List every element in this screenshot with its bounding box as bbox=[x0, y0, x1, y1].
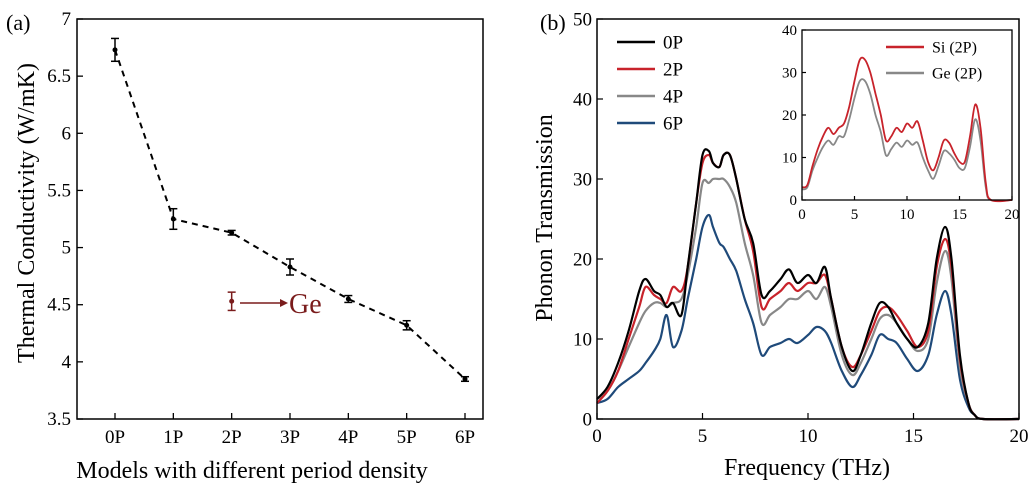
inset-legend: Si (2P) Ge (2P) bbox=[886, 39, 982, 82]
a-marker bbox=[404, 322, 410, 328]
inset-series-ge-2p bbox=[801, 78, 1013, 202]
panel-b-phonon-transmission: (b) Phonon Transmission Frequency (THz) … bbox=[532, 9, 1029, 481]
inset-y-tick-label: 40 bbox=[782, 23, 797, 39]
inset-y-tick-label: 0 bbox=[790, 193, 798, 209]
inset-legend-label: Ge (2P) bbox=[932, 65, 982, 82]
a-y-tick-label: 6 bbox=[62, 123, 72, 144]
panel-b-y-axis-label: Phonon Transmission bbox=[532, 114, 558, 321]
inset-legend-label: Si (2P) bbox=[932, 39, 977, 56]
b-x-tick-label: 15 bbox=[904, 426, 923, 447]
a-y-tick-label: 4.5 bbox=[47, 295, 71, 316]
inset-frame bbox=[801, 29, 1013, 201]
a-marker bbox=[462, 376, 468, 382]
b-legend-item: 4P bbox=[617, 86, 683, 107]
inset-background bbox=[802, 30, 1012, 200]
panel-a-label: (a) bbox=[6, 10, 30, 35]
inset-x-tick-label: 0 bbox=[798, 207, 806, 223]
b-y-tick-label: 10 bbox=[573, 329, 592, 350]
a-marker bbox=[229, 230, 235, 236]
a-x-tick-label: 3P bbox=[280, 427, 300, 448]
b-series-2p bbox=[596, 151, 1020, 421]
a-x-tick-label: 5P bbox=[397, 427, 417, 448]
a-y-tick-label: 5 bbox=[62, 238, 72, 259]
b-legend-label: 2P bbox=[663, 59, 683, 80]
panel-a-thermal-conductivity: (a) Thermal Conductivity (W/mK) Models w… bbox=[6, 9, 484, 484]
panel-b-x-axis-label: Frequency (THz) bbox=[724, 455, 890, 481]
panel-a-x-axis-label: Models with different period density bbox=[76, 458, 428, 484]
panel-a-plot-area bbox=[111, 37, 469, 383]
b-legend-label: 4P bbox=[663, 86, 683, 107]
b-y-tick-label: 0 bbox=[583, 409, 593, 430]
a-y-tick-label: 3.5 bbox=[47, 409, 71, 430]
b-x-tick-label: 0 bbox=[592, 426, 602, 447]
panel-b-legend: 0P 2P 4P 6P bbox=[617, 32, 683, 134]
inset-legend-item: Ge (2P) bbox=[886, 65, 982, 82]
b-y-tick-label: 50 bbox=[573, 9, 592, 30]
inset-si-ge-transmission: 0 10 20 30 40 0 5 10 15 20 Si (2P) Ge (2P) bbox=[782, 23, 1020, 223]
a-x-tick-label: 0P bbox=[105, 427, 125, 448]
ge-annotation: Ge bbox=[240, 289, 322, 320]
inset-x-tick-label: 15 bbox=[952, 207, 967, 223]
a-data-point bbox=[111, 37, 119, 63]
b-x-tick-label: 10 bbox=[799, 426, 818, 447]
inset-y-tick-label: 10 bbox=[782, 150, 797, 166]
panel-a-y-axis-label: Thermal Conductivity (W/mK) bbox=[14, 63, 40, 363]
a-y-tick-label: 7 bbox=[62, 9, 72, 30]
b-legend-item: 6P bbox=[617, 113, 683, 134]
a-data-point bbox=[344, 294, 353, 304]
inset-x-tick-label: 20 bbox=[1005, 207, 1020, 223]
inset-ticks: 0 10 20 30 40 0 5 10 15 20 bbox=[782, 23, 1020, 223]
a-series-line bbox=[114, 49, 466, 380]
b-legend-item: 2P bbox=[617, 59, 683, 80]
a-marker bbox=[170, 216, 176, 222]
a-x-tick-label: 1P bbox=[163, 427, 183, 448]
a-marker bbox=[345, 296, 351, 302]
b-y-tick-label: 30 bbox=[573, 169, 592, 190]
inset-x-tick-label: 10 bbox=[900, 207, 915, 223]
ge-annotation-text: Ge bbox=[289, 289, 322, 320]
a-data-point bbox=[402, 319, 411, 331]
panel-b-frame bbox=[596, 18, 1020, 420]
a-data-point bbox=[461, 375, 469, 383]
a-marker bbox=[229, 298, 235, 304]
b-x-tick-label: 20 bbox=[1010, 426, 1029, 447]
a-data-point bbox=[169, 207, 178, 231]
a-y-tick-label: 5.5 bbox=[47, 180, 71, 201]
inset-series-si-2p bbox=[801, 56, 1013, 203]
b-y-tick-label: 40 bbox=[573, 89, 592, 110]
inset-y-tick-label: 30 bbox=[782, 65, 797, 81]
a-x-tick-label: 2P bbox=[222, 427, 242, 448]
b-series-0p bbox=[596, 148, 1020, 421]
a-data-point bbox=[227, 229, 236, 236]
a-y-tick-label: 6.5 bbox=[47, 66, 71, 87]
ge-arrow-head-icon bbox=[280, 299, 288, 307]
a-y-tick-label: 4 bbox=[62, 352, 72, 373]
a-marker bbox=[287, 264, 293, 270]
panel-a-frame bbox=[76, 18, 484, 420]
b-x-tick-label: 5 bbox=[698, 426, 708, 447]
a-x-tick-label: 6P bbox=[455, 427, 475, 448]
inset-x-tick-label: 5 bbox=[851, 207, 859, 223]
panel-b-label: (b) bbox=[540, 10, 566, 35]
b-legend-label: 0P bbox=[663, 32, 683, 53]
b-y-tick-label: 20 bbox=[573, 249, 592, 270]
panel-a-ticks: 3.5 4 4.5 5 5.5 6 6.5 7 0P 1P 2P 3P 4P 5P 6P bbox=[47, 9, 475, 448]
inset-plot-area bbox=[801, 56, 1013, 203]
inset-y-tick-label: 20 bbox=[782, 108, 797, 124]
a-marker bbox=[112, 47, 118, 53]
inset-legend-item: Si (2P) bbox=[886, 39, 977, 56]
b-series-6p bbox=[596, 213, 1020, 421]
a-data-point bbox=[286, 258, 294, 276]
b-legend-item: 0P bbox=[617, 32, 683, 53]
a-data-point bbox=[227, 291, 236, 312]
panel-b-plot-area bbox=[596, 148, 1020, 421]
b-legend-label: 6P bbox=[663, 113, 683, 134]
a-x-tick-label: 4P bbox=[338, 427, 358, 448]
